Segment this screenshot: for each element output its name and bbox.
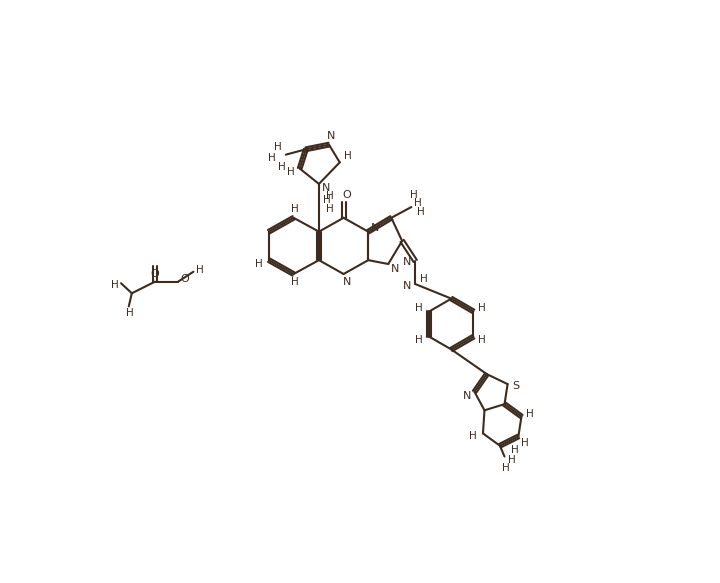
Text: H: H (508, 455, 516, 465)
Text: H: H (291, 204, 299, 215)
Text: N: N (371, 223, 379, 233)
Text: H: H (420, 273, 428, 284)
Text: H: H (478, 303, 486, 313)
Text: H: H (111, 280, 119, 290)
Text: S: S (513, 381, 520, 391)
Text: H: H (323, 195, 330, 205)
Text: O: O (342, 189, 351, 200)
Text: H: H (469, 431, 477, 441)
Text: H: H (291, 278, 299, 287)
Text: H: H (326, 203, 333, 213)
Text: H: H (502, 463, 510, 473)
Text: H: H (343, 151, 351, 161)
Text: H: H (418, 206, 426, 217)
Text: N: N (322, 182, 330, 193)
Text: H: H (526, 409, 534, 419)
Text: H: H (274, 142, 282, 152)
Text: N: N (403, 280, 412, 290)
Text: H: H (521, 438, 528, 448)
Text: N: N (403, 258, 412, 268)
Text: H: H (478, 335, 486, 345)
Text: H: H (415, 335, 423, 345)
Text: H: H (268, 153, 276, 163)
Text: N: N (391, 264, 400, 275)
Text: H: H (287, 167, 295, 177)
Text: O: O (150, 269, 159, 279)
Text: N: N (464, 391, 472, 401)
Text: H: H (255, 259, 263, 269)
Text: H: H (278, 162, 286, 172)
Text: H: H (415, 303, 423, 313)
Text: N: N (327, 131, 336, 141)
Text: H: H (127, 308, 134, 318)
Text: H: H (415, 198, 422, 208)
Text: O: O (181, 275, 189, 285)
Text: H: H (326, 191, 333, 201)
Text: N: N (343, 278, 351, 287)
Text: H: H (410, 189, 418, 200)
Text: H: H (511, 445, 519, 455)
Text: H: H (197, 265, 204, 275)
